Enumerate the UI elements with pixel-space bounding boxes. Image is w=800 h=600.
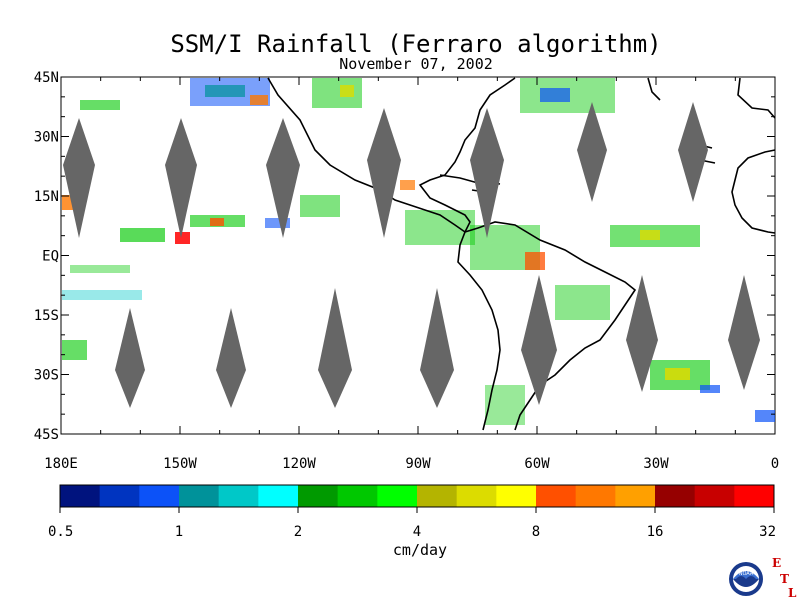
swath-gap xyxy=(266,118,300,238)
colorbar-swatch xyxy=(99,485,140,507)
longitude-axis: 180E 150W 120W 90W 60W 30W 0 xyxy=(44,77,779,472)
lon-label: 120W xyxy=(282,456,316,472)
lon-label: 180E xyxy=(44,456,78,472)
swath-gap xyxy=(577,102,607,202)
lat-label: 45N xyxy=(34,70,59,86)
rain-patches xyxy=(62,78,775,425)
colorbar xyxy=(59,484,775,508)
swath-gaps xyxy=(63,102,760,408)
colorbar-swatch xyxy=(139,485,180,507)
colorbar-swatch xyxy=(377,485,418,507)
swath-gap xyxy=(420,288,454,408)
swath-gap xyxy=(115,308,145,408)
swath-gap xyxy=(216,308,246,408)
colorbar-ticks: 0.5 1 2 4 8 16 32 xyxy=(48,507,776,540)
colorbar-swatch xyxy=(60,485,101,507)
swath-gap xyxy=(470,108,504,238)
lon-label: 90W xyxy=(405,456,431,472)
lon-label: 30W xyxy=(643,456,669,472)
colorbar-swatch xyxy=(694,485,735,507)
colorbar-swatch xyxy=(615,485,656,507)
swath-gap xyxy=(63,118,95,238)
swath-gap xyxy=(626,275,658,392)
lon-label: 150W xyxy=(163,456,197,472)
noaa-seal-text: NOAA xyxy=(739,571,754,577)
logo-letter-l: L xyxy=(788,586,797,599)
lat-label: 45S xyxy=(34,427,59,443)
colorbar-tick-label: 2 xyxy=(294,524,302,540)
colorbar-tick-label: 8 xyxy=(532,524,540,540)
noaa-etl-logo: NOAA E T L xyxy=(729,556,797,599)
colorbar-swatch xyxy=(337,485,378,507)
logo-letter-e: E xyxy=(772,556,781,570)
lat-label: 30S xyxy=(34,368,59,384)
colorbar-tick-label: 0.5 xyxy=(48,524,73,540)
greenland-coast xyxy=(647,77,661,101)
logo-letter-t: T xyxy=(780,572,789,586)
colorbar-tick-label: 4 xyxy=(413,524,421,540)
colorbar-swatch xyxy=(734,485,775,507)
swath-gap xyxy=(165,118,197,238)
north-america-coast xyxy=(267,77,516,234)
colorbar-tick-label: 1 xyxy=(175,524,183,540)
colorbar-tick-label: 32 xyxy=(759,524,776,540)
lon-label: 60W xyxy=(524,456,550,472)
lat-label: 15S xyxy=(34,308,59,324)
lat-label: EQ xyxy=(42,249,59,265)
colorbar-swatch xyxy=(496,485,537,507)
colorbar-swatch xyxy=(456,485,497,507)
colorbar-swatch xyxy=(218,485,259,507)
swath-gap xyxy=(728,275,760,390)
europe-africa-coast xyxy=(731,77,776,234)
colorbar-swatch xyxy=(655,485,696,507)
map-date: November 07, 2002 xyxy=(339,55,493,73)
latitude-axis: 45N 30N 15N EQ 15S 30S 45S xyxy=(34,70,775,443)
swath-gap xyxy=(521,275,557,405)
lon-label: 0 xyxy=(771,456,779,472)
colorbar-swatch xyxy=(179,485,220,507)
colorbar-tick-label: 16 xyxy=(647,524,664,540)
colorbar-swatch xyxy=(536,485,577,507)
lat-label: 30N xyxy=(34,130,59,146)
colorbar-swatch xyxy=(298,485,339,507)
colorbar-swatch xyxy=(258,485,299,507)
swath-gap xyxy=(678,102,708,202)
swath-gap xyxy=(318,288,352,408)
map-title: SSM/I Rainfall (Ferraro algorithm) xyxy=(170,30,662,58)
swath-gap xyxy=(367,108,401,238)
colorbar-swatch xyxy=(575,485,616,507)
colorbar-swatch xyxy=(417,485,458,507)
colorbar-unit-label: cm/day xyxy=(392,541,448,559)
lat-label: 15N xyxy=(34,189,59,205)
